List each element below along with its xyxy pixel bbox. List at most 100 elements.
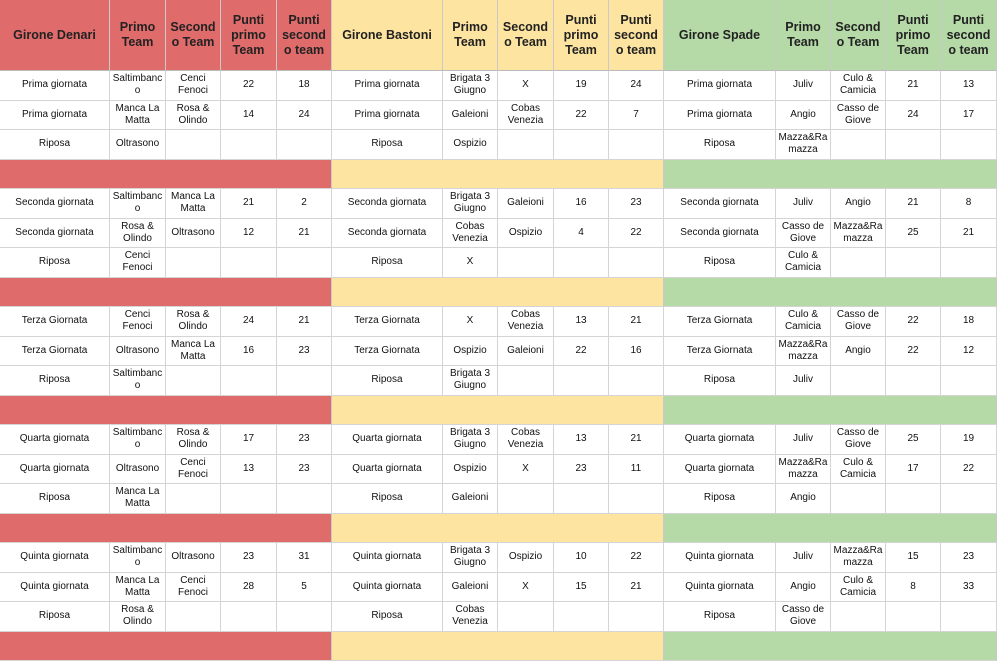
team-cell: Culo & Camicia: [776, 248, 831, 278]
team-cell: Casso de Giove: [831, 100, 886, 130]
team-cell: Casso de Giove: [776, 218, 831, 248]
round-label: Riposa: [0, 484, 110, 514]
round-label: Prima giornata: [664, 100, 776, 130]
team-cell: Saltimbanco: [110, 425, 166, 455]
column-header: Secondo Team: [831, 0, 886, 71]
round-label: Quarta giornata: [332, 454, 443, 484]
round-label: Prima giornata: [664, 71, 776, 101]
score-cell: 24: [277, 100, 332, 130]
column-header: Punti primo Team: [221, 0, 277, 71]
separator-row: [664, 513, 997, 543]
empty-cell: [166, 248, 221, 278]
empty-cell: [886, 130, 941, 160]
round-label: Seconda giornata: [332, 218, 443, 248]
team-cell: X: [498, 572, 554, 602]
score-cell: 11: [609, 454, 664, 484]
round-label: Quarta giornata: [664, 425, 776, 455]
team-cell: Cobas Venezia: [443, 602, 498, 632]
round-label: Prima giornata: [332, 71, 443, 101]
team-cell: Oltrasono: [166, 543, 221, 573]
empty-cell: [609, 130, 664, 160]
round-label: Riposa: [332, 130, 443, 160]
team-cell: Juliv: [776, 425, 831, 455]
score-cell: 4: [554, 218, 609, 248]
round-label: Prima giornata: [0, 71, 110, 101]
round-label: Quarta giornata: [0, 425, 110, 455]
round-label: Quarta giornata: [664, 454, 776, 484]
empty-cell: [277, 366, 332, 396]
score-cell: 21: [221, 189, 277, 219]
score-cell: 21: [277, 218, 332, 248]
score-cell: 10: [554, 543, 609, 573]
round-label: Riposa: [664, 248, 776, 278]
team-cell: Juliv: [776, 366, 831, 396]
round-label: Quinta giornata: [0, 572, 110, 602]
empty-cell: [221, 484, 277, 514]
team-cell: Angio: [776, 484, 831, 514]
score-cell: 25: [886, 218, 941, 248]
separator-row: [664, 395, 997, 425]
empty-cell: [554, 484, 609, 514]
team-cell: Manca La Matta: [166, 336, 221, 366]
team-cell: Manca La Matta: [110, 484, 166, 514]
round-label: Quinta giornata: [332, 543, 443, 573]
round-label: Quarta giornata: [0, 454, 110, 484]
round-label: Quarta giornata: [332, 425, 443, 455]
team-cell: X: [498, 454, 554, 484]
column-header: Secondo Team: [166, 0, 221, 71]
separator-row: [664, 277, 997, 307]
empty-cell: [498, 366, 554, 396]
team-cell: X: [443, 248, 498, 278]
separator-row: [0, 395, 332, 425]
empty-cell: [166, 484, 221, 514]
team-cell: Ospizio: [443, 336, 498, 366]
team-cell: Rosa & Olindo: [166, 425, 221, 455]
score-cell: 21: [609, 425, 664, 455]
round-label: Quinta giornata: [332, 572, 443, 602]
round-label: Riposa: [664, 130, 776, 160]
team-cell: Rosa & Olindo: [110, 218, 166, 248]
round-label: Riposa: [0, 248, 110, 278]
round-label: Quinta giornata: [664, 543, 776, 573]
round-label: Terza Giornata: [332, 336, 443, 366]
team-cell: Cenci Fenoci: [166, 454, 221, 484]
empty-cell: [941, 130, 997, 160]
score-cell: 31: [277, 543, 332, 573]
column-header: Punti secondo team: [941, 0, 997, 71]
empty-cell: [609, 602, 664, 632]
score-cell: 22: [941, 454, 997, 484]
team-cell: Culo & Camicia: [831, 71, 886, 101]
team-cell: Oltrasono: [110, 454, 166, 484]
column-header: Primo Team: [443, 0, 498, 71]
column-header: Primo Team: [110, 0, 166, 71]
score-cell: 25: [886, 425, 941, 455]
team-cell: Mazza&Ramazza: [776, 336, 831, 366]
team-cell: X: [443, 307, 498, 337]
score-cell: 23: [609, 189, 664, 219]
group-header: Girone Denari: [0, 0, 110, 71]
column-header: Punti secondo team: [277, 0, 332, 71]
empty-cell: [886, 248, 941, 278]
round-label: Prima giornata: [0, 100, 110, 130]
round-label: Riposa: [664, 484, 776, 514]
score-cell: 2: [277, 189, 332, 219]
score-cell: 21: [609, 572, 664, 602]
empty-cell: [831, 602, 886, 632]
team-cell: Culo & Camicia: [831, 454, 886, 484]
team-cell: Brigata 3 Giugno: [443, 425, 498, 455]
team-cell: Brigata 3 Giugno: [443, 543, 498, 573]
empty-cell: [941, 602, 997, 632]
empty-cell: [277, 248, 332, 278]
empty-cell: [221, 602, 277, 632]
team-cell: Angio: [831, 189, 886, 219]
round-label: Riposa: [332, 602, 443, 632]
empty-cell: [166, 602, 221, 632]
team-cell: Mazza&Ramazza: [831, 543, 886, 573]
score-cell: 16: [554, 189, 609, 219]
empty-cell: [277, 602, 332, 632]
score-cell: 15: [886, 543, 941, 573]
score-cell: 23: [554, 454, 609, 484]
score-cell: 21: [886, 71, 941, 101]
score-cell: 18: [941, 307, 997, 337]
